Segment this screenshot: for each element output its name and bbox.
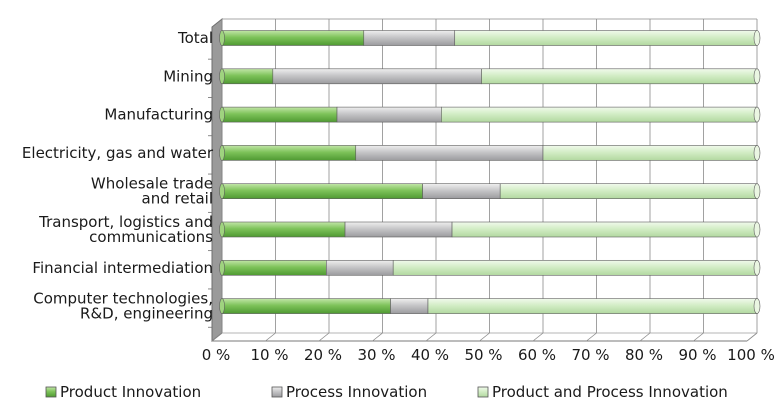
bars-group (219, 30, 761, 314)
x-tick-label: 30 % (357, 346, 395, 364)
bar-end-cap (753, 298, 761, 314)
bar-process-innovation (422, 183, 501, 199)
category-label: Financial intermediation (32, 259, 213, 277)
x-tick-label: 40 % (411, 346, 449, 364)
gridline-floor (693, 332, 704, 342)
bar-process-innovation (344, 221, 453, 238)
bar-process-innovation (336, 106, 442, 123)
x-tick-label: 0 % (202, 346, 231, 364)
x-axis-ticks: 0 % 10 % 20 % 30 % 40 % 50 % 60 % 70 % 80 % 90 % 1… (202, 346, 775, 364)
chart-back-wall (211, 17, 758, 343)
bar-product-innovation (221, 145, 357, 161)
x-tick-label: 50 % (464, 346, 502, 364)
legend-swatch (45, 386, 57, 398)
x-tick-label: 80 % (625, 346, 663, 364)
bar-end-cap (753, 259, 761, 276)
bar-start-cap (219, 221, 225, 238)
category-label: R&D, engineering (80, 305, 213, 323)
bar-end-cap (753, 30, 761, 46)
gridline-floor (265, 332, 276, 342)
category-label: Wholesale trade (91, 175, 213, 193)
bar-process-innovation (326, 259, 394, 276)
gridline-floor (318, 332, 330, 342)
bar-process-innovation (363, 30, 456, 46)
bar-end-cap (753, 68, 761, 85)
bar-end-cap (753, 183, 761, 199)
category-label: Manufacturing (104, 106, 213, 124)
bar-start-cap (219, 68, 225, 85)
category-label: Transport, logistics and (38, 213, 213, 231)
bar-start-cap (219, 145, 225, 161)
legend-swatch (477, 386, 489, 398)
bar-start-cap (219, 183, 225, 199)
bar-product-and-process-innovation (392, 259, 758, 276)
category-label: Electricity, gas and water (22, 144, 214, 162)
bar-start-cap (219, 30, 225, 46)
category-label: communications (89, 228, 213, 246)
gridline-floor (639, 332, 651, 342)
gridline-floor (479, 332, 490, 342)
bar-product-innovation (221, 298, 391, 314)
category-label: Total (177, 29, 213, 47)
bar-process-innovation (272, 68, 482, 85)
bar-product-and-process-innovation (499, 183, 758, 199)
legend-swatch (271, 386, 283, 398)
category-label: Mining (163, 67, 213, 85)
bar-end-cap (753, 145, 761, 161)
legend: Product Innovation Process Innovation Prod… (45, 383, 728, 401)
category-labels: Total Mining Manufacturing Electricity, gas… (22, 29, 214, 328)
gridline-floor (532, 332, 544, 342)
bar-process-innovation (390, 298, 429, 314)
bar-end-cap (753, 221, 761, 238)
x-tick-label: 60 % (518, 346, 556, 364)
side-wall (211, 17, 223, 343)
category-label: Computer technologies, (33, 290, 213, 308)
gridline-floor (746, 332, 758, 342)
bar-product-and-process-innovation (542, 145, 758, 161)
bar-product-innovation (221, 30, 365, 46)
x-tick-label: 70 % (571, 346, 609, 364)
bar-product-innovation (221, 68, 274, 85)
bar-product-and-process-innovation (481, 68, 758, 85)
gridline-floor (586, 332, 597, 342)
category-label: and retail (142, 190, 213, 208)
bar-product-and-process-innovation (451, 221, 758, 238)
legend-label: Product and Process Innovation (492, 383, 728, 401)
bar-product-and-process-innovation (441, 106, 758, 123)
bar-product-innovation (221, 221, 346, 238)
legend-label: Product Innovation (60, 383, 201, 401)
bar-start-cap (219, 106, 225, 123)
bar-start-cap (219, 298, 225, 314)
bar-product-innovation (221, 259, 327, 276)
x-tick-label: 10 % (250, 346, 288, 364)
bar-product-innovation (221, 106, 338, 123)
bar-product-innovation (221, 183, 423, 199)
gridline-floor (372, 332, 383, 342)
x-tick-label: 100 % (727, 346, 775, 364)
bar-product-and-process-innovation (427, 298, 758, 314)
bar-product-and-process-innovation (454, 30, 758, 46)
bar-start-cap (219, 259, 225, 276)
bar-process-innovation (355, 145, 544, 161)
gridlines (211, 18, 758, 342)
legend-label: Process Innovation (286, 383, 427, 401)
x-tick-label: 90 % (678, 346, 716, 364)
gridline-floor (425, 332, 437, 342)
bar-end-cap (753, 106, 761, 123)
x-tick-label: 20 % (304, 346, 342, 364)
gridline-floor (211, 332, 223, 342)
